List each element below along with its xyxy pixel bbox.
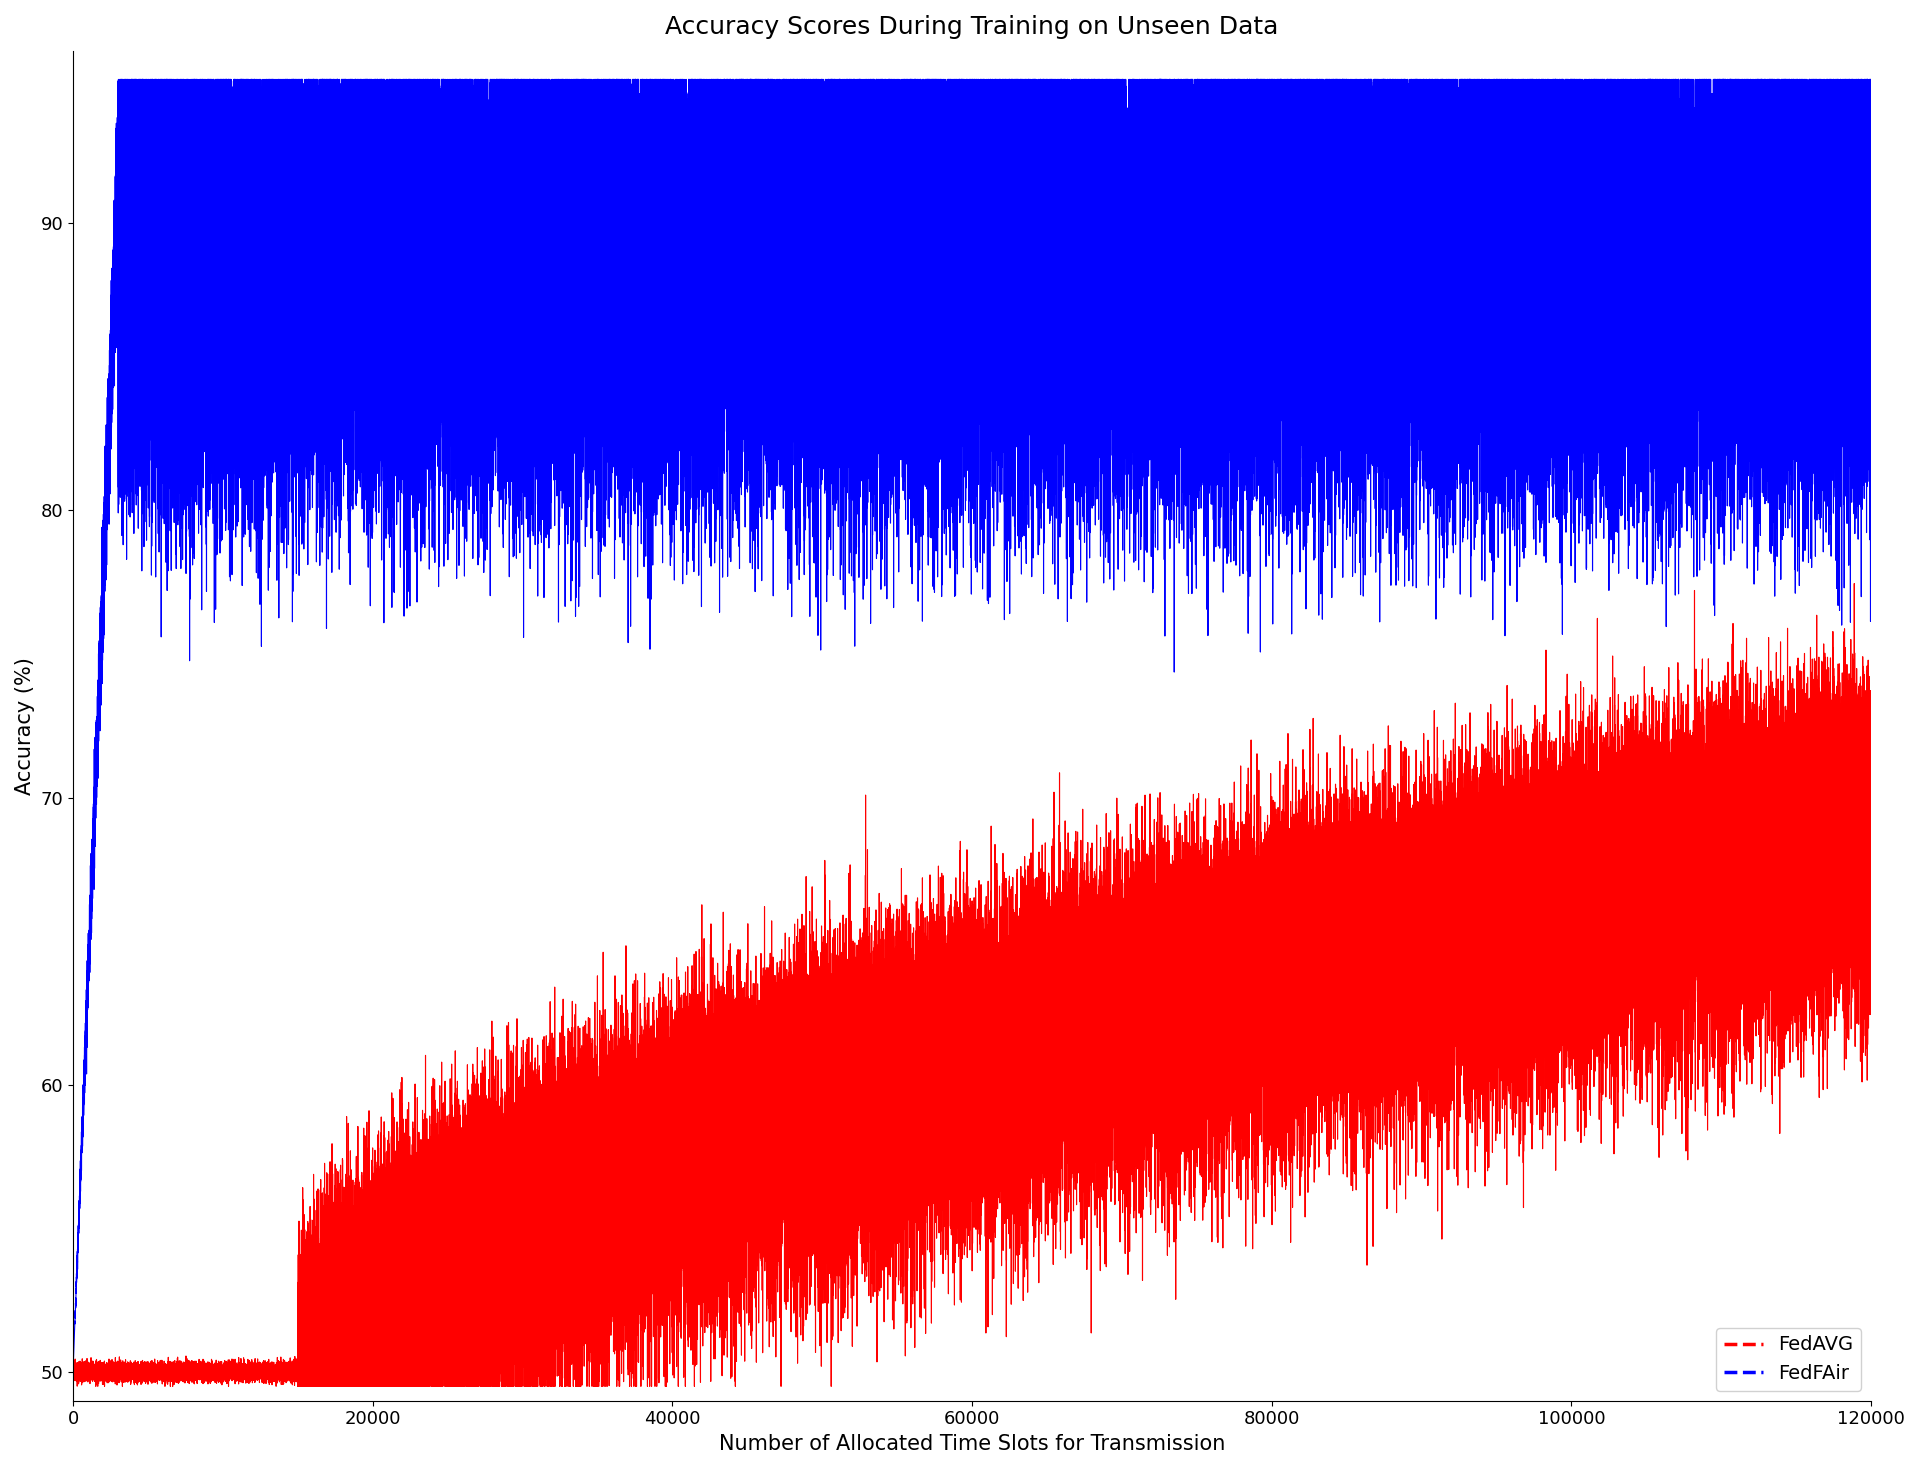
FedFAir bbox=[660, 317, 684, 335]
Line: FedFAir: FedFAir bbox=[73, 79, 1872, 1372]
FedFAir bbox=[61, 1363, 84, 1381]
FedAVG bbox=[509, 1263, 532, 1281]
FedAVG bbox=[1860, 817, 1884, 834]
Line: FedAVG: FedAVG bbox=[73, 583, 1872, 1387]
FedFAir bbox=[509, 182, 532, 200]
FedFAir bbox=[108, 71, 131, 88]
FedAVG bbox=[735, 1069, 758, 1087]
Title: Accuracy Scores During Training on Unseen Data: Accuracy Scores During Training on Unsee… bbox=[666, 15, 1279, 40]
FedAVG bbox=[795, 1062, 818, 1080]
Y-axis label: Accuracy (%): Accuracy (%) bbox=[15, 657, 35, 795]
Legend: FedAVG, FedFAir: FedAVG, FedFAir bbox=[1716, 1328, 1860, 1391]
X-axis label: Number of Allocated Time Slots for Transmission: Number of Allocated Time Slots for Trans… bbox=[718, 1434, 1225, 1454]
FedAVG bbox=[215, 1360, 238, 1378]
FedFAir bbox=[104, 239, 127, 257]
FedFAir bbox=[795, 90, 818, 107]
FedFAir bbox=[215, 166, 238, 184]
FedAVG bbox=[84, 1378, 108, 1396]
FedAVG bbox=[104, 1360, 127, 1378]
FedAVG bbox=[1843, 574, 1866, 592]
FedFAir bbox=[735, 314, 758, 332]
FedAVG bbox=[61, 1368, 84, 1385]
FedAVG bbox=[660, 1240, 684, 1257]
FedFAir bbox=[1860, 242, 1884, 260]
